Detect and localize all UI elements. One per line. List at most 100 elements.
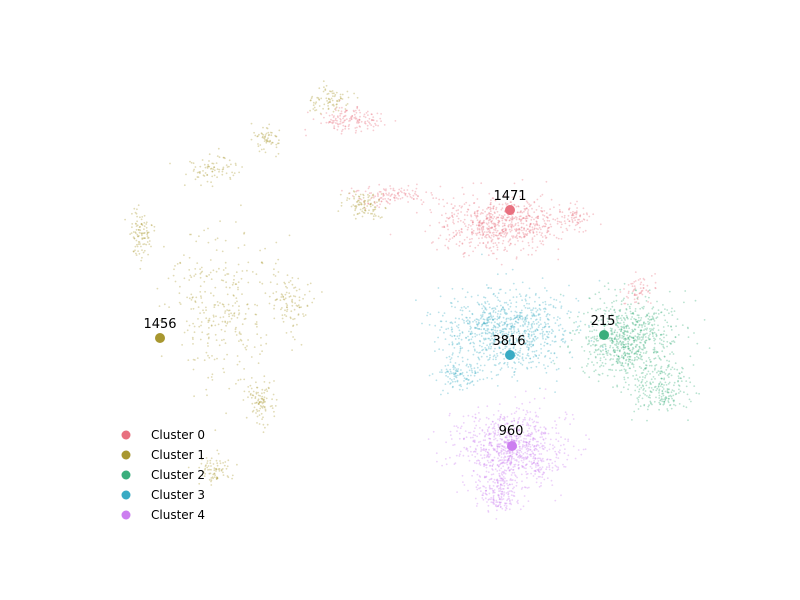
scatter-point [525,470,527,473]
scatter-point [224,312,226,314]
scatter-point [397,193,399,196]
scatter-point [511,322,513,325]
scatter-point [348,123,351,126]
scatter-point [515,227,518,230]
scatter-point [521,353,524,356]
scatter-point [426,311,429,314]
scatter-point [526,325,529,328]
scatter-point [472,194,474,197]
scatter-point [387,202,389,204]
scatter-point [539,469,542,471]
scatter-point [492,207,495,210]
scatter-point [532,356,535,358]
scatter-point [458,455,461,457]
scatter-point [491,227,494,229]
scatter-point [532,230,535,233]
scatter-point [455,454,458,457]
scatter-point [526,228,529,231]
scatter-point [536,223,539,226]
scatter-point [511,216,514,219]
scatter-point [458,317,460,320]
scatter-point [189,233,191,236]
scatter-point [462,375,465,377]
scatter-point [529,433,532,436]
scatter-point [476,351,478,354]
scatter-point [610,354,612,356]
scatter-point [535,220,538,223]
scatter-point [222,168,225,170]
scatter-point [481,231,484,233]
scatter-point [520,488,523,490]
scatter-point [478,221,481,224]
scatter-point [265,132,268,135]
scatter-point [591,336,594,339]
scatter-point [385,189,387,192]
scatter-point [532,437,535,440]
scatter-point [497,457,499,460]
scatter-point [642,385,645,388]
scatter-point [358,199,360,202]
scatter-point [449,321,452,324]
scatter-point [200,271,203,274]
scatter-point [467,366,470,368]
scatter-point [458,329,461,332]
scatter-point [207,354,209,357]
scatter-point [660,365,663,368]
scatter-point [520,226,523,229]
scatter-point [618,336,621,339]
scatter-point [593,370,596,373]
scatter-point [284,309,286,312]
scatter-point [261,388,264,391]
scatter-point [348,117,351,120]
scatter-point [450,326,453,329]
scatter-point [199,172,201,175]
scatter-point [497,241,500,244]
scatter-point [265,334,268,336]
scatter-point [520,222,523,225]
scatter-point [575,216,578,219]
scatter-point [486,454,489,456]
scatter-point [366,127,369,130]
scatter-point [535,222,538,225]
scatter-point [538,231,541,234]
scatter-point [582,213,585,216]
scatter-point [535,231,538,233]
scatter-point [640,292,642,295]
scatter-point [464,252,466,254]
scatter-point [208,165,211,168]
scatter-point [674,404,677,407]
scatter-point [658,401,661,404]
scatter-point [452,219,455,221]
scatter-point [200,295,202,298]
scatter-point [496,481,499,484]
scatter-point [509,289,511,291]
scatter-point [665,384,668,386]
scatter-point [203,280,206,283]
scatter-point [222,471,224,474]
scatter-point [351,195,354,197]
scatter-point [494,226,496,228]
scatter-point [261,392,263,395]
scatter-point [270,143,273,145]
scatter-point [451,207,454,210]
scatter-point [629,332,632,335]
scatter-point [131,223,134,225]
scatter-point [263,148,265,151]
scatter-point [525,219,528,222]
scatter-point [207,319,210,322]
scatter-point [492,222,495,225]
scatter-point [513,217,516,220]
scatter-point [493,252,495,255]
scatter-point [650,387,653,389]
scatter-point [526,452,528,455]
scatter-point [285,302,288,305]
scatter-point [519,218,522,221]
scatter-point [453,335,456,337]
scatter-point [664,381,667,384]
scatter-point [444,212,447,215]
scatter-point [470,333,472,336]
scatter-point [487,213,490,215]
scatter-point [642,307,645,310]
scatter-point [296,323,298,326]
scatter-point [447,327,450,330]
